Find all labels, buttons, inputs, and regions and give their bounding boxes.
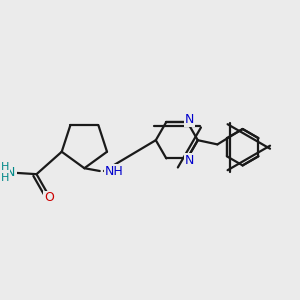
Text: N: N — [6, 166, 15, 179]
Text: N: N — [185, 154, 194, 167]
Text: H: H — [1, 173, 9, 183]
Text: H: H — [1, 162, 9, 172]
Text: N: N — [185, 113, 194, 126]
Text: O: O — [44, 191, 54, 205]
Text: NH: NH — [104, 165, 123, 178]
